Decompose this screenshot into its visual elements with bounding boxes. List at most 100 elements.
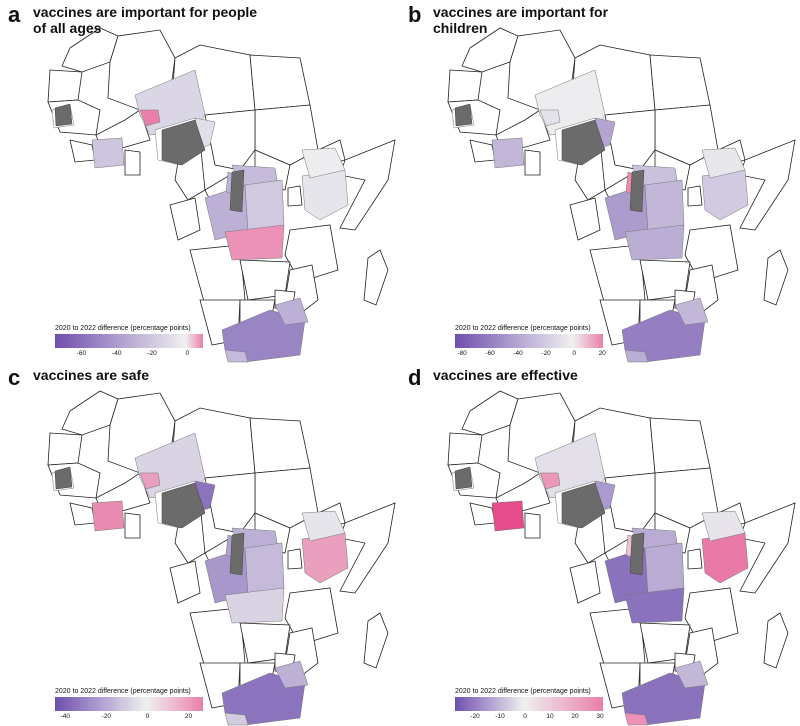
color-legend: 2020 to 2022 difference (percentage poin…: [55, 325, 205, 358]
legend-tick-label: 0: [572, 350, 576, 357]
color-legend: 2020 to 2022 difference (percentage poin…: [455, 688, 605, 721]
country-gabon_congo: [569, 197, 601, 241]
legend-tick-label: 20: [598, 350, 606, 357]
legend-title: 2020 to 2022 difference (percentage poin…: [455, 688, 591, 695]
region-mali: [539, 109, 561, 127]
legend-ticks: -60 -40 -20 0: [55, 348, 205, 358]
country-madagascar: [763, 612, 789, 669]
legend-tick-label: -20: [541, 350, 551, 357]
map: [47, 27, 396, 363]
region-drc_e: [644, 179, 685, 233]
country-somalia: [339, 502, 396, 594]
legend-tick-label: 20: [184, 713, 193, 720]
country-guinea: [469, 139, 496, 163]
region-kenya: [701, 169, 749, 221]
country-w_sahara: [447, 69, 483, 103]
region-mali: [139, 472, 161, 490]
region-angola_tip: [224, 712, 249, 726]
region-nodata-nigeria: [561, 119, 606, 166]
country-egypt: [249, 417, 311, 474]
legend-tick-label: -40: [513, 350, 523, 357]
legend-tick-label: 0: [523, 713, 527, 720]
legend-tick-label: -20: [470, 713, 480, 720]
region-nodata-congo: [629, 169, 645, 213]
region-kenya: [701, 532, 749, 584]
region-nodata-senegal: [54, 466, 73, 490]
country-chad: [604, 472, 656, 534]
region-nodata-senegal: [454, 466, 473, 490]
legend-tick-label: 20: [571, 713, 579, 720]
country-uganda: [687, 548, 703, 570]
country-gabon_congo: [569, 560, 601, 604]
country-ghana_area: [524, 149, 541, 176]
panel-title: vaccines are effective: [433, 367, 578, 383]
legend-ticks: -40 -20 0 20: [55, 711, 205, 721]
color-legend: 2020 to 2022 difference (percentage poin…: [55, 688, 205, 721]
legend-tick-label: 0: [185, 350, 190, 357]
legend-title: 2020 to 2022 difference (percentage poin…: [55, 325, 191, 332]
country-w_sahara: [47, 432, 83, 466]
region-kenya: [301, 532, 349, 584]
country-w_sahara: [47, 69, 83, 103]
legend-tick-label: 10: [546, 713, 554, 720]
country-uganda: [287, 185, 303, 207]
color-legend: 2020 to 2022 difference (percentage poin…: [455, 325, 606, 358]
map: [47, 390, 396, 726]
legend-tick-label: -80: [457, 350, 467, 357]
region-sa_east: [274, 660, 309, 689]
region-nodata-nigeria: [161, 119, 206, 166]
legend-tick-label: -40: [60, 713, 70, 720]
country-ghana_area: [124, 512, 141, 539]
region-ethiopia: [701, 147, 746, 179]
panel-title: vaccines are important for people of all…: [33, 4, 258, 36]
legend-tick-label: -60: [485, 350, 495, 357]
country-chad: [204, 109, 256, 171]
country-guinea: [469, 502, 496, 526]
legend-colorbar: [455, 697, 603, 711]
country-madagascar: [763, 249, 789, 306]
legend-tick-label: 0: [145, 713, 150, 720]
country-w_sahara: [447, 432, 483, 466]
legend-tick-label: -10: [495, 713, 505, 720]
legend-ticks: -80 -60 -40 -20 0 20: [455, 348, 606, 358]
country-ghana_area: [524, 512, 541, 539]
legend-title: 2020 to 2022 difference (percentage poin…: [55, 688, 191, 695]
country-egypt: [649, 54, 711, 111]
region-westafrica: [91, 500, 125, 532]
country-chad: [204, 472, 256, 534]
region-westafrica: [491, 137, 525, 169]
country-madagascar: [363, 612, 389, 669]
region-drc_e: [244, 542, 285, 596]
country-gabon_congo: [169, 560, 201, 604]
country-uganda: [687, 185, 703, 207]
country-somalia: [739, 139, 796, 231]
region-westafrica: [491, 500, 525, 532]
region-drc_e: [644, 542, 685, 596]
panel-a: a vaccines are important for people of a…: [0, 0, 400, 363]
region-nodata-nigeria: [161, 482, 206, 529]
region-drc_s: [624, 587, 685, 624]
legend-colorbar: [55, 697, 203, 711]
country-somalia: [739, 502, 796, 594]
legend-tick-label: 30: [596, 713, 604, 720]
region-angola_tip: [624, 712, 649, 726]
map: [447, 390, 796, 726]
region-angola_tip: [624, 349, 649, 363]
region-drc_s: [624, 224, 685, 261]
region-sa_east: [674, 297, 709, 326]
legend-tick-label: -40: [112, 350, 122, 357]
country-egypt: [249, 54, 311, 111]
region-nodata-congo: [229, 169, 245, 213]
region-nodata-senegal: [454, 103, 473, 127]
panel-title: vaccines are safe: [33, 367, 149, 383]
panel-d: d vaccines are effective 2020 to 2022 di…: [400, 363, 800, 726]
region-sa_east: [274, 297, 309, 326]
panel-title: vaccines are important for children: [433, 4, 609, 36]
region-nodata-nigeria: [561, 482, 606, 529]
legend-tick-label: -20: [147, 350, 157, 357]
region-angola_tip: [224, 349, 249, 363]
region-nodata-senegal: [54, 103, 73, 127]
legend-colorbar: [55, 334, 203, 348]
legend-title: 2020 to 2022 difference (percentage poin…: [455, 325, 591, 332]
region-mali: [539, 472, 561, 490]
